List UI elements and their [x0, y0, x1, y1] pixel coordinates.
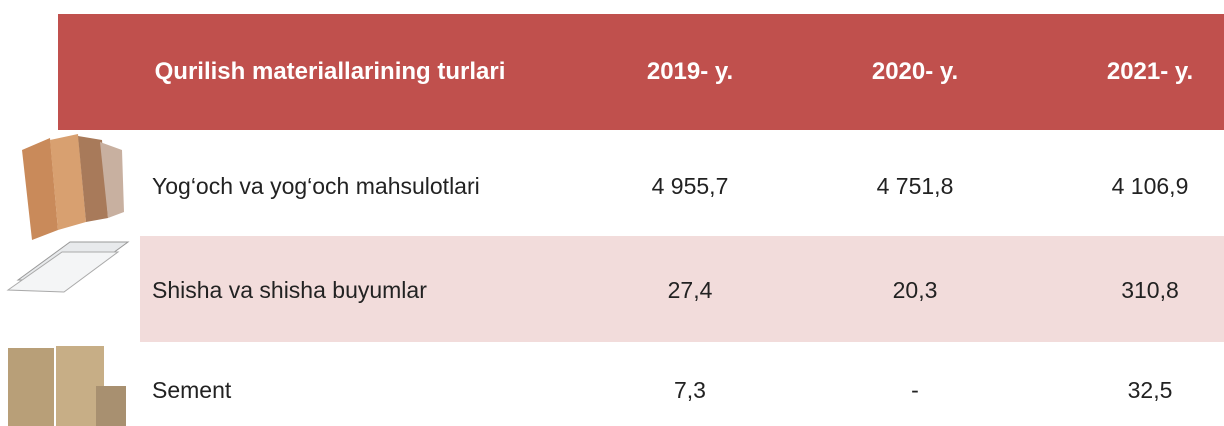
- row-label: Shisha va shisha buyumlar: [152, 270, 427, 310]
- value-cell: 32,5: [1000, 370, 1224, 410]
- page: Qurilish materiallarining turlari2019- y…: [0, 0, 1224, 426]
- cement-icon: [8, 346, 126, 426]
- header-cell: 2021- y.: [1000, 52, 1224, 92]
- wood-icon: [22, 134, 124, 240]
- icons: [0, 130, 140, 426]
- value-cell: 310,8: [1000, 270, 1224, 310]
- value-cell: 4 106,9: [1000, 166, 1224, 206]
- row-label: Sement: [152, 370, 231, 410]
- glass-icon: [8, 242, 128, 292]
- header-cell: Qurilish materiallarining turlari: [180, 52, 480, 92]
- row-label: Yog‘och va yog‘och mahsulotlari: [152, 166, 480, 206]
